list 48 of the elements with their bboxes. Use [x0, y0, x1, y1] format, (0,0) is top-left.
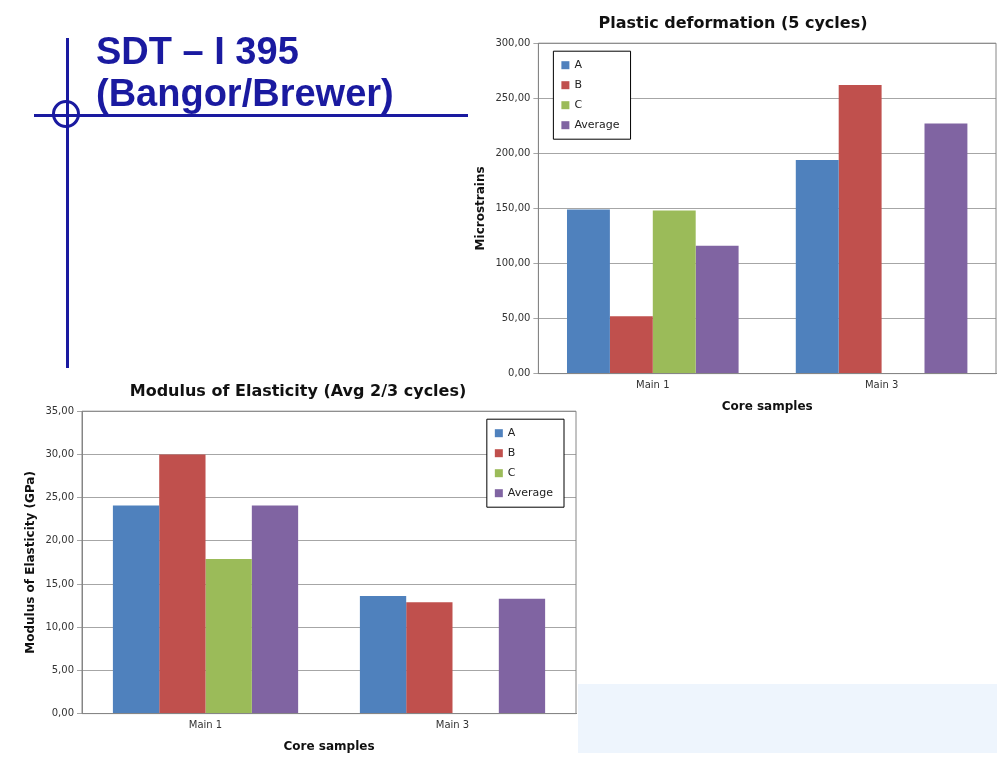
bar: [652, 210, 696, 374]
bar: [566, 209, 610, 374]
y-tick-label: 250,00: [495, 91, 531, 103]
bar: [924, 123, 968, 374]
bar: [406, 602, 453, 714]
x-tick-label: Main 3: [435, 719, 470, 731]
legend-label: C: [574, 98, 583, 112]
x-tick-label: Main 1: [188, 719, 223, 731]
x-tick-label: Main 3: [864, 379, 899, 391]
text: SDT – I 395 (Bangor/Brewer): [96, 30, 394, 114]
y-tick-label: 30,00: [45, 447, 75, 459]
legend-label: B: [574, 78, 582, 92]
legend-label: C: [507, 466, 516, 480]
bar: [359, 596, 407, 714]
y-tick-label: 0,00: [51, 707, 75, 719]
y-axis-title: Microstrains: [473, 166, 488, 251]
legend-label: Average: [507, 486, 554, 500]
bar: [112, 505, 160, 714]
y-tick-label: 50,00: [501, 312, 531, 324]
bar: [498, 598, 546, 714]
y-tick-label: 20,00: [45, 534, 75, 546]
bar: [609, 316, 653, 374]
y-axis-title: Modulus of Elasticity (GPa): [23, 471, 38, 654]
x-axis-title: Core samples: [721, 398, 813, 413]
y-tick-label: 25,00: [45, 491, 75, 503]
bar: [205, 558, 252, 714]
y-tick-label: 150,00: [495, 201, 531, 213]
x-tick-label: Main 1: [636, 379, 670, 391]
legend-label: Average: [574, 118, 620, 132]
legend-label: B: [507, 446, 516, 460]
y-tick-label: 10,00: [45, 620, 75, 632]
y-tick-label: 5,00: [51, 663, 75, 675]
y-tick-label: 15,00: [45, 577, 75, 589]
x-axis-title: Core samples: [283, 738, 375, 753]
bar: [795, 159, 839, 374]
bar: [251, 505, 299, 714]
bar: [695, 245, 739, 374]
y-tick-label: 35,00: [45, 404, 75, 416]
y-tick-label: 200,00: [495, 146, 531, 158]
chart-title: Modulus of Elasticity (Avg 2/3 cycles): [129, 380, 467, 400]
bar: [838, 85, 882, 374]
y-tick-label: 300,00: [495, 36, 531, 48]
chart-title: Plastic deformation (5 cycles): [598, 12, 868, 32]
y-tick-label: 100,00: [495, 257, 531, 269]
y-tick-label: 0,00: [508, 367, 531, 379]
legend-label: A: [574, 58, 583, 72]
bar: [159, 454, 206, 714]
legend-label: A: [507, 426, 516, 440]
